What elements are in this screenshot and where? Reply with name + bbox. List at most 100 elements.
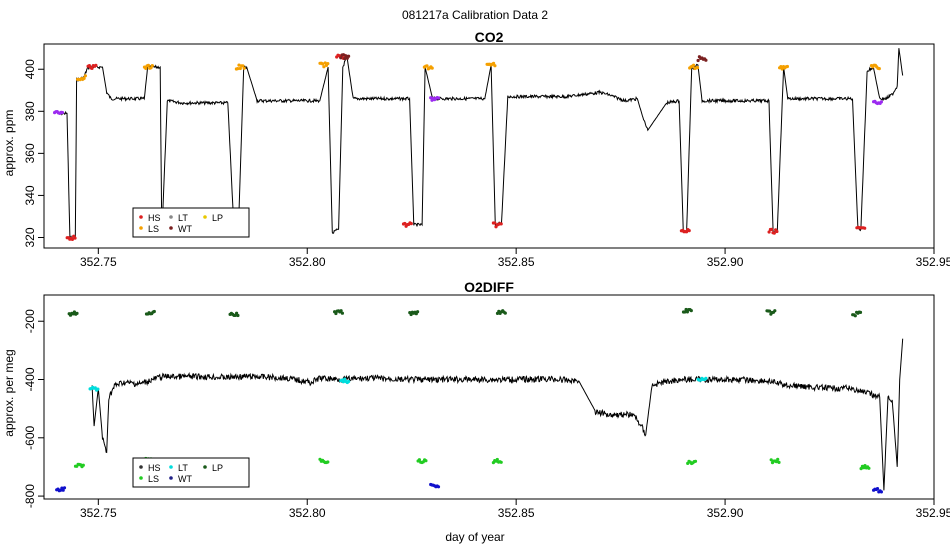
x-tick-label: 352.85 <box>498 255 535 269</box>
x-tick-label: 352.75 <box>80 255 117 269</box>
legend-label: LS <box>148 474 159 484</box>
calibration-point-purple <box>53 110 64 115</box>
co2-title: CO2 <box>475 29 504 45</box>
calibration-point-wt <box>339 53 351 61</box>
calibration-point-lp <box>408 310 420 317</box>
calibration-point-ls <box>142 63 154 70</box>
figure-title: 081217a Calibration Data 2 <box>402 8 548 22</box>
x-axis-label: day of year <box>445 530 504 544</box>
legend-marker <box>169 215 173 219</box>
series-line <box>91 338 904 491</box>
legend-label: HS <box>148 213 161 223</box>
x-tick-label: 352.90 <box>707 255 744 269</box>
calibration-point-lp <box>495 309 507 315</box>
legend-label: WT <box>178 224 192 234</box>
x-tick-label: 352.95 <box>916 255 950 269</box>
co2-panel: CO2 approx. ppm 352.75 352.80 352.85 352.90… <box>2 29 950 269</box>
calibration-point-ls <box>686 459 698 466</box>
legend-box <box>132 457 250 488</box>
legend-marker <box>203 465 207 469</box>
o2diff-ylabel: approx. per meg <box>2 349 16 436</box>
o2diff-title: O2DIFF <box>464 279 514 295</box>
calibration-point-hs <box>491 221 503 229</box>
legend-label: LT <box>178 213 188 223</box>
calibration-point-ls <box>76 74 87 82</box>
calibration-point-ls <box>318 457 330 465</box>
legend-label: LP <box>212 213 223 223</box>
calibration-point-purple <box>429 96 441 102</box>
legend-label: LS <box>148 224 159 234</box>
y-tick-label: -400 <box>23 367 37 391</box>
calibration-point-ls <box>688 63 700 71</box>
series-line <box>57 48 904 240</box>
y-tick-label: 320 <box>23 227 37 247</box>
calibration-point-ls <box>422 64 434 71</box>
calibration-point-purple <box>872 99 884 106</box>
legend-marker <box>139 215 143 219</box>
y-tick-label: 360 <box>23 143 37 163</box>
calibration-point-ls <box>859 464 871 471</box>
x-tick-label: 352.75 <box>80 506 117 520</box>
calibration-point-lp <box>67 310 79 317</box>
y-tick-label: -800 <box>23 484 37 508</box>
calibration-point-wt <box>696 55 708 63</box>
legend-label: WT <box>178 474 192 484</box>
calibration-point-lt <box>339 377 351 385</box>
x-tick-label: 352.80 <box>289 255 326 269</box>
calibration-point-ls <box>869 63 881 71</box>
y-tick-label: -200 <box>23 309 37 333</box>
legend-marker <box>139 476 143 480</box>
calibration-point-hs <box>679 228 691 234</box>
plot-frame <box>43 43 935 249</box>
calibration-point-lp <box>681 307 693 314</box>
calibration-point-lt <box>696 376 708 382</box>
x-tick-label: 352.85 <box>498 506 535 520</box>
x-tick-label: 352.95 <box>916 506 950 520</box>
x-tick-label: 352.90 <box>707 506 744 520</box>
calibration-point-lp <box>765 309 777 316</box>
calibration-point-hs <box>65 234 77 241</box>
calibration-point-wt <box>872 487 884 494</box>
legend-box <box>132 207 250 238</box>
x-tick-label: 352.80 <box>289 506 326 520</box>
calibration-point-hs <box>401 221 413 228</box>
calibration-point-ls <box>778 64 790 71</box>
y-tick-label: 340 <box>23 185 37 205</box>
legend-marker <box>203 215 207 219</box>
legend-marker <box>169 465 173 469</box>
calibration-point-ls <box>73 462 85 469</box>
calibration-point-ls <box>485 61 497 68</box>
y-tick-label: -600 <box>23 425 37 449</box>
legend-marker <box>139 465 143 469</box>
calibration-point-wt <box>55 486 67 493</box>
y-tick-label: 380 <box>23 101 37 121</box>
series-group <box>53 48 904 241</box>
legend-label: HS <box>148 463 161 473</box>
calibration-point-lp <box>333 309 344 316</box>
calibration-point-hs <box>86 63 98 70</box>
calibration-point-lt <box>88 385 100 392</box>
o2diff-panel: O2DIFF approx. per meg 352.75 352.80 352.8… <box>2 279 950 520</box>
calibration-point-ls <box>769 457 781 465</box>
calibration-point-ls <box>416 458 428 465</box>
calibration-point-wt <box>429 482 441 489</box>
calibration-point-lp <box>144 309 156 316</box>
calibration-point-ls <box>491 457 503 465</box>
legend-marker <box>169 476 173 480</box>
calibration-point-ls <box>318 61 330 69</box>
plot-frame <box>43 294 935 500</box>
co2-ylabel: approx. ppm <box>2 110 16 177</box>
calibration-point-lp <box>851 310 863 318</box>
calibration-point-ls <box>234 63 246 71</box>
legend-label: LT <box>178 463 188 473</box>
calibration-point-hs <box>855 225 867 230</box>
y-tick-label: 400 <box>23 59 37 79</box>
legend-marker <box>169 226 173 230</box>
calibration-point-hs <box>767 227 779 235</box>
legend-label: LP <box>212 463 223 473</box>
legend-marker <box>139 226 143 230</box>
calibration-point-lp <box>228 311 240 318</box>
